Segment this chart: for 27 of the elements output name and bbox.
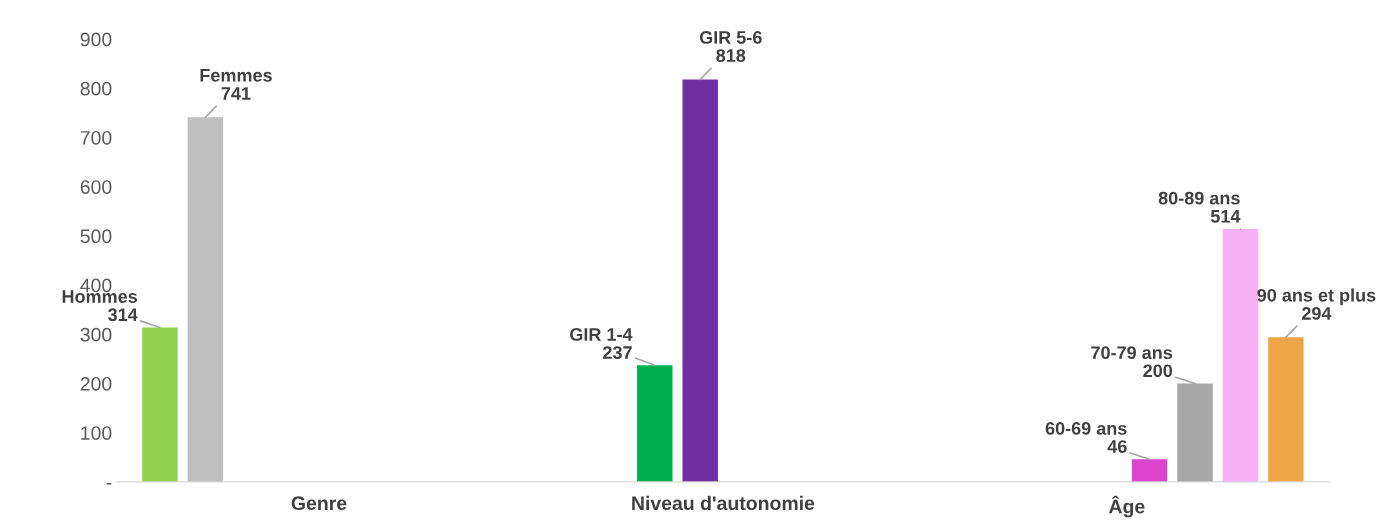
data-label: 818 xyxy=(716,49,746,62)
y-tick-label: 700 xyxy=(80,130,112,145)
series-label: 90 ans et plus xyxy=(1257,288,1376,306)
y-tick-label: 100 xyxy=(81,426,112,440)
series-label: 60-69 ans xyxy=(1045,422,1127,435)
series-label: 70-79 ans xyxy=(1091,346,1173,360)
data-label: 514 xyxy=(1210,210,1241,223)
x-tick-label: Âge xyxy=(1108,495,1145,518)
series-label: GIR 5-6 xyxy=(699,31,762,44)
y-tick-label: 900 xyxy=(80,32,112,47)
series-label: Femmes xyxy=(200,69,272,82)
data-label: 46 xyxy=(1107,440,1127,453)
y-tick-label: 200 xyxy=(80,376,112,391)
y-tick-label: - xyxy=(106,483,112,485)
data-label: 741 xyxy=(221,87,251,100)
series-label: GIR 1-4 xyxy=(570,328,633,341)
data-label: 237 xyxy=(603,346,632,359)
series-label: 80-89 ans xyxy=(1158,191,1240,205)
data-label: 314 xyxy=(108,308,138,322)
y-tick-label: 500 xyxy=(80,229,112,244)
y-tick-label: 600 xyxy=(80,180,112,194)
x-tick-label: Genre xyxy=(291,496,347,511)
x-tick-label: Niveau d'autonomie xyxy=(632,495,815,511)
y-tick-label: 800 xyxy=(80,81,112,96)
y-tick-label: 300 xyxy=(80,327,112,342)
data-label: 200 xyxy=(1143,364,1173,378)
data-label: 294 xyxy=(1302,307,1332,320)
